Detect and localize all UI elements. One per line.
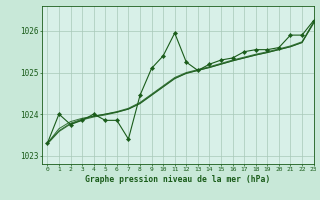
X-axis label: Graphe pression niveau de la mer (hPa): Graphe pression niveau de la mer (hPa): [85, 175, 270, 184]
